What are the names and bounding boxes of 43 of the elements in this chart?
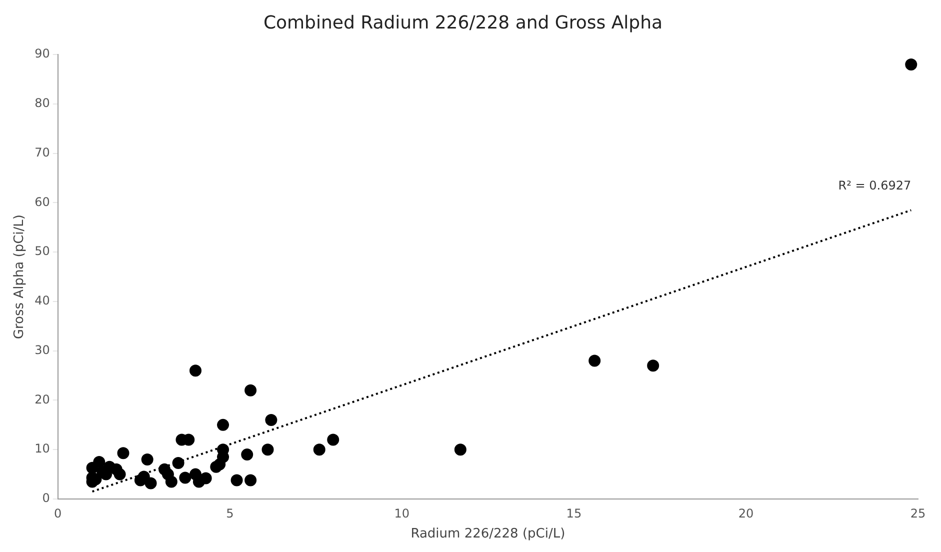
point bbox=[230, 474, 243, 486]
point bbox=[117, 447, 130, 460]
point bbox=[189, 364, 202, 377]
annotation: R² = 0.6927 bbox=[838, 178, 912, 192]
y-tick-label: 40 bbox=[34, 294, 50, 308]
point bbox=[647, 360, 660, 372]
y-axis-title: Gross Alpha (pCi/L) bbox=[12, 214, 28, 340]
x-tick-label: 25 bbox=[910, 506, 926, 520]
point bbox=[165, 476, 178, 488]
x-tick-label: 20 bbox=[738, 506, 754, 520]
y-tick-label: 50 bbox=[34, 244, 50, 258]
point bbox=[93, 456, 106, 468]
y-tick-label: 30 bbox=[34, 342, 50, 357]
point bbox=[144, 477, 157, 490]
point bbox=[244, 474, 257, 486]
y-tick-label: 0 bbox=[42, 491, 50, 506]
x-axis-title: Radium 226/228 (pCi/L) bbox=[410, 526, 566, 542]
point bbox=[172, 456, 184, 469]
point bbox=[262, 444, 274, 456]
point bbox=[905, 58, 918, 70]
x-tick-label: 5 bbox=[226, 506, 234, 520]
point bbox=[179, 472, 192, 484]
point bbox=[241, 448, 254, 461]
point bbox=[454, 444, 466, 456]
point bbox=[141, 454, 154, 466]
x-tick-label: 15 bbox=[566, 506, 582, 520]
y-tick-label: 90 bbox=[34, 46, 50, 61]
point bbox=[114, 468, 126, 480]
point bbox=[588, 354, 601, 367]
point bbox=[217, 418, 230, 431]
y-tick-label: 80 bbox=[34, 96, 50, 110]
point bbox=[313, 444, 326, 456]
point bbox=[265, 414, 278, 426]
y-tick-label: 60 bbox=[34, 194, 50, 209]
x-tick-label: 10 bbox=[394, 506, 410, 520]
point bbox=[244, 384, 257, 396]
x-tick-label: 0 bbox=[54, 506, 62, 520]
y-tick-label: 10 bbox=[34, 442, 50, 456]
y-tick-label: 70 bbox=[34, 145, 50, 160]
chart-title: Combined Radium 226/228 and Gross Alpha bbox=[263, 12, 663, 34]
point bbox=[327, 434, 340, 446]
y-tick-label: 20 bbox=[34, 392, 50, 406]
point bbox=[200, 472, 212, 484]
